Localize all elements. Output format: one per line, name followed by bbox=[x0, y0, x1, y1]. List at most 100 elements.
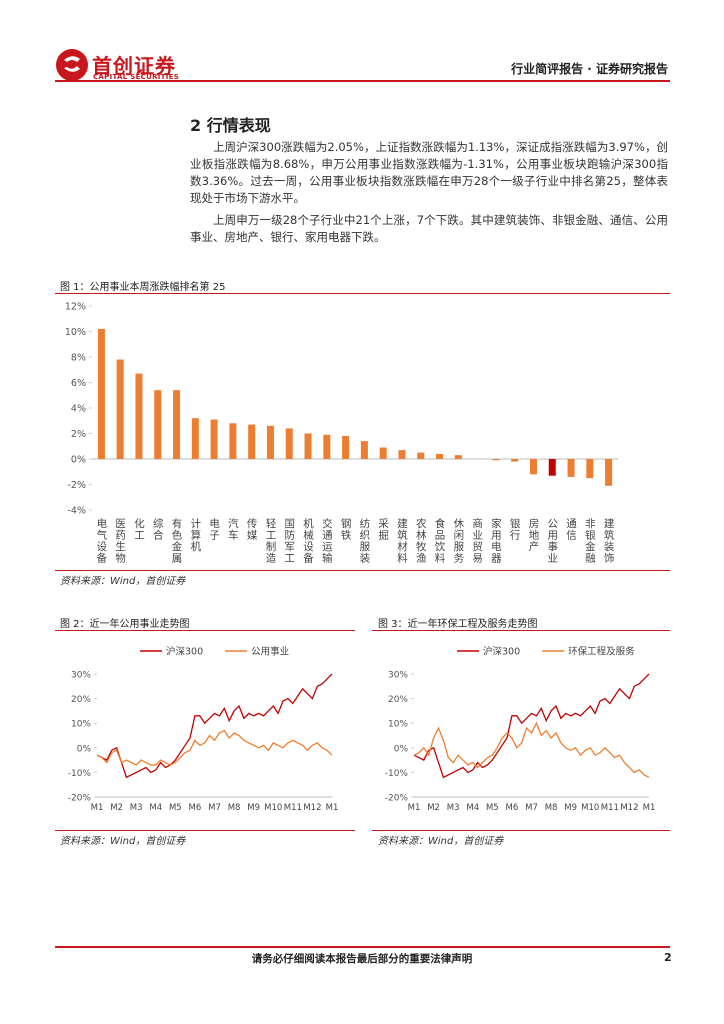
y-tick-label: -20% bbox=[68, 794, 92, 804]
x-tick-label: 综合 bbox=[152, 517, 164, 541]
figure-caption: 图 2：近一年公用事业走势图 bbox=[60, 619, 190, 630]
bar bbox=[360, 441, 368, 459]
x-tick-label: 建筑装饰 bbox=[603, 517, 615, 564]
source-note: 资料来源：Wind，首创证券 bbox=[378, 836, 504, 847]
x-tick-label: M12 bbox=[303, 803, 321, 813]
legend-label: 沪深300 bbox=[166, 646, 203, 658]
x-tick-label: M1 bbox=[643, 803, 656, 813]
x-tick-label: 纺织服装 bbox=[358, 517, 370, 564]
x-tick-label: 电子 bbox=[208, 517, 220, 541]
x-tick-label: M11 bbox=[284, 803, 302, 813]
x-tick-label: 汽车 bbox=[227, 517, 239, 541]
x-tick-label: M6 bbox=[189, 803, 202, 813]
x-tick-label: 商业贸易 bbox=[471, 517, 483, 564]
x-tick-label: M8 bbox=[545, 803, 558, 813]
x-tick-label: M1 bbox=[326, 803, 339, 813]
x-tick-label: M2 bbox=[427, 803, 440, 813]
x-tick-label: M11 bbox=[601, 803, 619, 813]
brand-en: CAPITAL SECURITIES bbox=[93, 73, 180, 81]
y-tick-label: 4% bbox=[71, 404, 86, 415]
source-note: 资料来源：Wind，首创证券 bbox=[60, 836, 186, 847]
disclaimer: 请务必仔细阅读本报告最后部分的重要法律声明 bbox=[251, 953, 473, 965]
bar bbox=[285, 428, 293, 459]
page-number: 2 bbox=[664, 951, 672, 964]
bar bbox=[529, 459, 537, 475]
bar bbox=[173, 390, 181, 459]
y-tick-label: 0% bbox=[77, 744, 92, 754]
x-tick-label: M3 bbox=[447, 803, 460, 813]
chart: -20% -10% 0% 10% 20% 30% M1 M2 M3 M4 M5 M6 M7 M8 M9 M10… bbox=[385, 646, 656, 814]
chart: -20% -10% 0% 10% 20% 30% M1 M2 M3 M4 M5 M6 M7 M8 M9 M10… bbox=[68, 646, 339, 814]
bar bbox=[492, 459, 500, 461]
x-tick-label: 机械设备 bbox=[302, 517, 314, 564]
x-tick-label: M8 bbox=[228, 803, 241, 813]
y-tick-label: 10% bbox=[71, 720, 91, 730]
legend-label: 公用事业 bbox=[251, 646, 289, 658]
chart: -4% -2% 0% 2% 4% 6% 8% 10% 12% 电气设备 医药生物 化工 综合 有色金属 计算… bbox=[65, 302, 618, 564]
y-tick-label: 6% bbox=[71, 378, 86, 389]
bar bbox=[135, 373, 143, 459]
rule bbox=[55, 830, 355, 831]
bar bbox=[248, 424, 256, 459]
x-tick-label: M7 bbox=[208, 803, 221, 813]
bar bbox=[436, 453, 444, 459]
x-tick-label: M10 bbox=[264, 803, 282, 813]
x-tick-label: 农林牧渔 bbox=[415, 517, 427, 564]
x-tick-label: 医药生物 bbox=[114, 518, 126, 564]
x-tick-label: 房地产 bbox=[527, 517, 539, 552]
bar bbox=[379, 447, 387, 459]
x-tick-label: 钢铁 bbox=[340, 517, 352, 541]
x-tick-label: 通信 bbox=[565, 518, 577, 541]
bar bbox=[605, 459, 613, 486]
line-series bbox=[96, 729, 333, 766]
rule bbox=[55, 570, 670, 571]
x-tick-label: M9 bbox=[564, 803, 577, 813]
x-tick-label: M9 bbox=[247, 803, 260, 813]
logo bbox=[56, 49, 88, 81]
bar bbox=[567, 459, 575, 477]
bar bbox=[191, 418, 199, 459]
y-tick-label: -2% bbox=[68, 480, 87, 491]
y-tick-label: -20% bbox=[385, 794, 409, 804]
y-tick-label: 20% bbox=[388, 695, 408, 705]
figure-caption: 图 1：公用事业本周涨跌幅排名第 25 bbox=[60, 282, 226, 293]
x-tick-label: M5 bbox=[169, 803, 182, 813]
x-tick-label: 银行 bbox=[509, 517, 521, 541]
section-title: 2 行情表现 bbox=[190, 116, 271, 135]
x-tick-label: 采掘 bbox=[377, 518, 389, 541]
y-tick-label: 10% bbox=[65, 327, 86, 338]
y-tick-label: 20% bbox=[71, 695, 91, 705]
bar bbox=[548, 459, 556, 476]
bar bbox=[454, 455, 462, 459]
legend-label: 沪深300 bbox=[483, 646, 520, 658]
x-tick-label: M7 bbox=[525, 803, 538, 813]
bar bbox=[116, 359, 124, 459]
y-tick-label: 30% bbox=[71, 671, 91, 681]
paragraph: 上周沪深300涨跌幅为2.05%，上证指数涨跌幅为1.13%，深证成指涨跌幅为3… bbox=[190, 140, 668, 205]
x-tick-label: 食品饮料 bbox=[434, 517, 446, 564]
x-tick-label: 公用事业 bbox=[546, 518, 558, 564]
x-tick-label: 有色金属 bbox=[171, 517, 183, 564]
report-type: 行业简评报告 · 证券研究报告 bbox=[511, 62, 668, 76]
x-tick-label: 家用电器 bbox=[490, 517, 502, 564]
rule bbox=[372, 830, 670, 831]
x-tick-label: M12 bbox=[620, 803, 638, 813]
header-rule bbox=[55, 80, 670, 82]
bar bbox=[229, 423, 237, 459]
x-tick-label: M10 bbox=[581, 803, 599, 813]
y-tick-label: -10% bbox=[68, 769, 92, 779]
rule bbox=[372, 630, 670, 631]
bar bbox=[304, 433, 312, 459]
x-tick-label: M2 bbox=[110, 803, 123, 813]
rule bbox=[55, 630, 355, 631]
brand: 首创证券 bbox=[92, 54, 176, 78]
bar bbox=[586, 459, 594, 479]
x-tick-label: 交通运输 bbox=[321, 517, 333, 564]
y-tick-label: 10% bbox=[388, 720, 408, 730]
y-tick-label: 12% bbox=[65, 302, 86, 313]
source-note: 资料来源：Wind，首创证券 bbox=[60, 576, 186, 587]
y-tick-label: -10% bbox=[385, 769, 409, 779]
bar bbox=[97, 328, 105, 459]
x-tick-label: 传媒 bbox=[246, 518, 258, 541]
